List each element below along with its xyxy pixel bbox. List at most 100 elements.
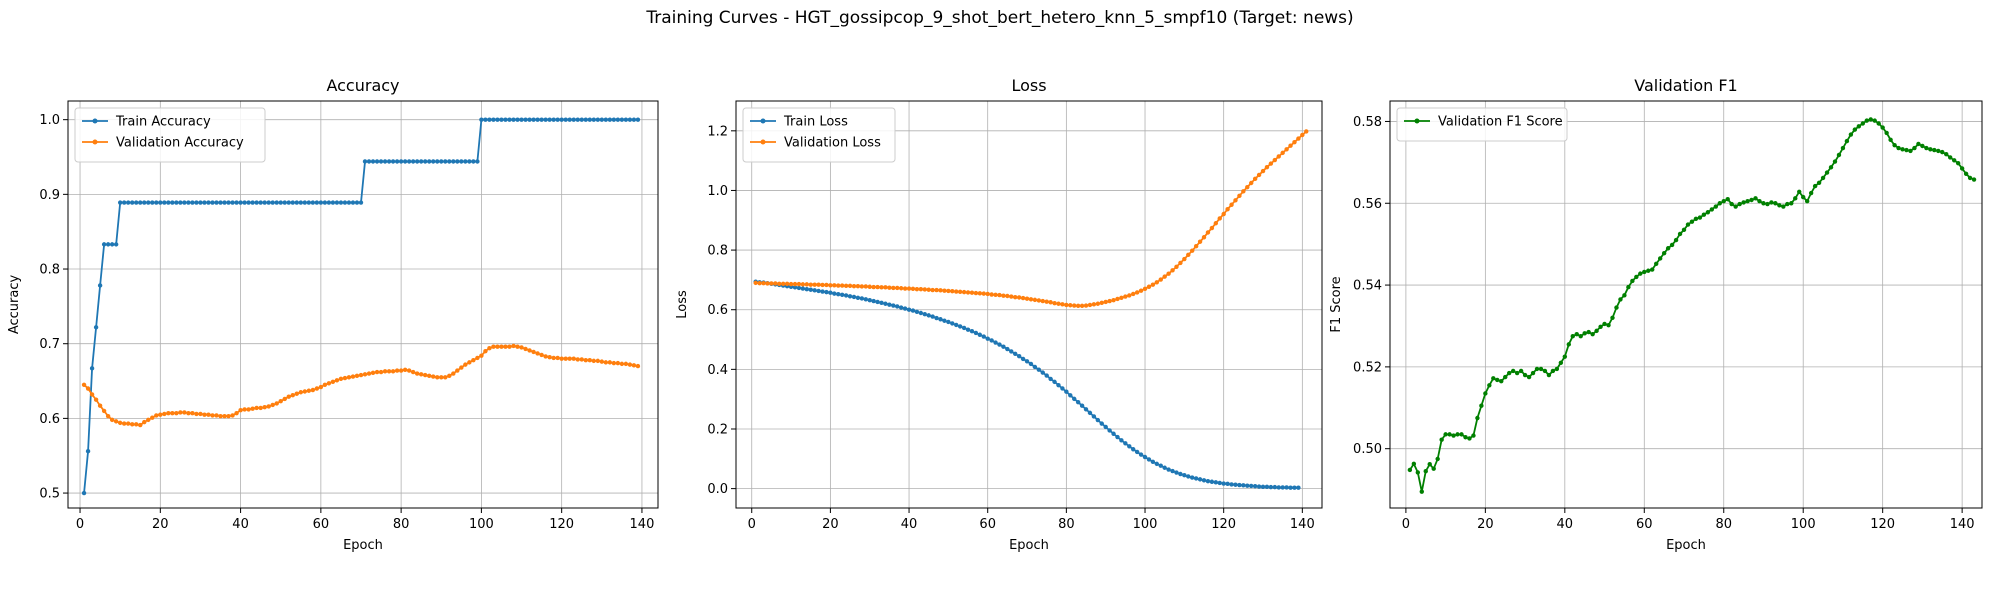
data-point [435,375,440,380]
data-point [922,311,927,317]
data-point [322,200,328,205]
data-point [969,328,975,334]
data-point [134,200,139,205]
data-point [1439,437,1444,442]
data-point [997,342,1002,347]
data-point [773,281,778,286]
data-point [1162,465,1167,470]
data-point [627,362,633,367]
x-tick-label: 140 [1950,517,1975,532]
data-point [1697,215,1703,220]
data-point [314,386,320,391]
data-point [410,369,416,375]
x-tick-label: 60 [313,517,330,532]
data-point [1955,160,1961,166]
data-point [1036,367,1042,372]
data-point [1677,231,1683,237]
data-point [1471,433,1476,438]
data-point [1217,480,1222,486]
data-point [382,369,388,374]
data-point [398,159,404,164]
data-point [290,200,295,205]
data-point [523,346,528,352]
data-point [603,360,609,365]
data-point [836,283,841,288]
data-point [1127,293,1132,298]
data-point [792,285,798,290]
data-point [499,117,504,122]
data-point [190,410,195,416]
data-point [1083,407,1089,412]
data-point [218,413,223,419]
data-point [1554,366,1560,372]
data-point [338,376,344,382]
y-tick-label: 0.6 [39,412,60,427]
data-point [1808,190,1814,196]
y-tick-label: 0.56 [1353,197,1382,212]
data-point [1634,274,1639,280]
data-point [298,200,303,205]
y-tick-label: 0.8 [39,263,60,278]
data-point [1693,216,1699,222]
data-point [1229,202,1234,207]
data-point [202,412,207,417]
data-point [1233,482,1238,487]
data-point [178,200,183,205]
data-point [206,412,211,417]
data-point [435,159,440,164]
data-point [130,422,135,427]
data-point [824,289,829,295]
data-point [1789,201,1794,206]
data-point [394,368,400,373]
data-point [1840,145,1846,151]
data-point [326,200,332,205]
data-point [358,200,364,205]
data-point [1530,370,1536,376]
data-point [362,159,368,164]
data-point [1483,391,1488,396]
data-point [1936,148,1941,154]
y-axis-label: Accuracy [7,275,22,335]
data-point [222,413,227,419]
data-point [262,404,267,410]
data-point [1948,155,1953,160]
data-point [511,343,516,349]
data-point [895,304,900,309]
data-point [386,369,392,374]
data-point [366,159,372,164]
data-point [190,200,195,205]
data-point [374,159,380,164]
data-point [406,368,412,373]
data-point [298,390,303,395]
data-point [1940,149,1945,155]
data-point [158,200,163,205]
data-point [101,242,107,247]
data-point [162,411,167,417]
data-point [859,296,865,301]
data-point [981,291,986,296]
data-point [527,348,532,353]
data-point [1685,222,1691,227]
x-tick-label: 140 [1290,517,1315,532]
data-point [607,117,613,122]
data-point [1963,171,1969,177]
data-point [871,298,876,304]
data-point [117,420,123,426]
data-point [162,200,167,205]
data-point [130,200,135,205]
data-point [851,294,857,300]
data-point [214,413,219,418]
data-point [914,286,920,292]
data-point [1052,379,1057,385]
data-point [246,407,251,412]
data-point [1514,370,1520,376]
data-point [1229,482,1234,487]
data-point [843,283,849,289]
data-point [1924,145,1929,151]
data-point [784,281,790,286]
data-point [631,363,637,368]
data-point [326,381,332,386]
data-point [1558,360,1564,365]
data-point [539,117,544,122]
y-tick-label: 1.0 [707,184,728,199]
